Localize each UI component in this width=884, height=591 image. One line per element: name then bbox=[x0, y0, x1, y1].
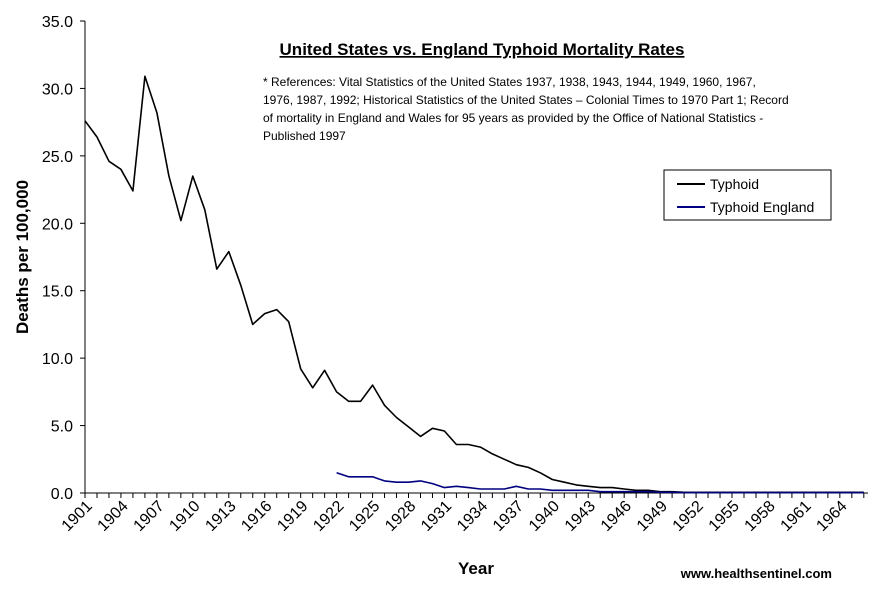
y-tick-label: 0.0 bbox=[51, 486, 73, 503]
x-tick-label: 1943 bbox=[562, 498, 599, 535]
x-tick-label: 1961 bbox=[778, 498, 815, 535]
x-tick-label: 1919 bbox=[274, 498, 311, 535]
legend-label-typhoid-england: Typhoid England bbox=[710, 199, 814, 215]
y-tick-label: 15.0 bbox=[42, 284, 73, 301]
website-credit: www.healthsentinel.com bbox=[680, 566, 832, 581]
series-line-typhoid-england bbox=[336, 472, 864, 494]
legend: Typhoid Typhoid England bbox=[663, 169, 832, 221]
y-axis: 0.0 5.0 10.0 15.0 20.0 25.0 30.0 35.0 bbox=[42, 14, 86, 503]
references-note-line-3: of mortality in England and Wales for 95… bbox=[263, 111, 763, 125]
references-note-line-4: Published 1997 bbox=[263, 129, 346, 143]
x-tick-label: 1907 bbox=[131, 498, 168, 535]
x-tick-label: 1964 bbox=[813, 498, 850, 535]
x-tick-label: 1901 bbox=[59, 498, 96, 535]
x-tick-label: 1952 bbox=[670, 498, 707, 535]
y-tick-label: 25.0 bbox=[42, 149, 73, 166]
x-tick-label: 1910 bbox=[166, 498, 203, 535]
x-tick-label: 1946 bbox=[598, 498, 635, 535]
legend-label-typhoid: Typhoid bbox=[710, 176, 759, 192]
x-tick-label: 1904 bbox=[95, 498, 132, 535]
x-axis: 1901190419071910191319161919192219251928… bbox=[59, 492, 868, 535]
x-tick-label: 1937 bbox=[490, 498, 527, 535]
y-tick-label: 5.0 bbox=[51, 419, 73, 436]
x-tick-label: 1940 bbox=[526, 498, 563, 535]
y-tick-label: 10.0 bbox=[42, 351, 73, 368]
x-tick-label: 1913 bbox=[202, 498, 239, 535]
x-tick-label: 1934 bbox=[454, 498, 491, 535]
series-line-typhoid bbox=[84, 75, 864, 494]
chart-title: United States vs. England Typhoid Mortal… bbox=[280, 40, 685, 59]
x-tick-label: 1925 bbox=[346, 498, 383, 535]
x-tick-label: 1916 bbox=[238, 498, 275, 535]
y-axis-title: Deaths per 100,000 bbox=[13, 180, 32, 334]
x-tick-label: 1931 bbox=[418, 498, 455, 535]
y-tick-label: 20.0 bbox=[42, 216, 73, 233]
x-tick-label: 1949 bbox=[634, 498, 671, 535]
y-tick-label: 35.0 bbox=[42, 14, 73, 31]
x-tick-label: 1958 bbox=[742, 498, 779, 535]
x-tick-label: 1955 bbox=[706, 498, 743, 535]
x-axis-title: Year bbox=[458, 559, 494, 578]
x-tick-label: 1922 bbox=[310, 498, 347, 535]
references-note-line-2: 1976, 1987, 1992; Historical Statistics … bbox=[263, 93, 789, 107]
references-note-line-1: * References: Vital Statistics of the Un… bbox=[263, 75, 756, 89]
plot-series bbox=[84, 75, 864, 494]
legend-box bbox=[663, 169, 832, 221]
x-tick-label: 1928 bbox=[382, 498, 419, 535]
y-tick-label: 30.0 bbox=[42, 81, 73, 98]
